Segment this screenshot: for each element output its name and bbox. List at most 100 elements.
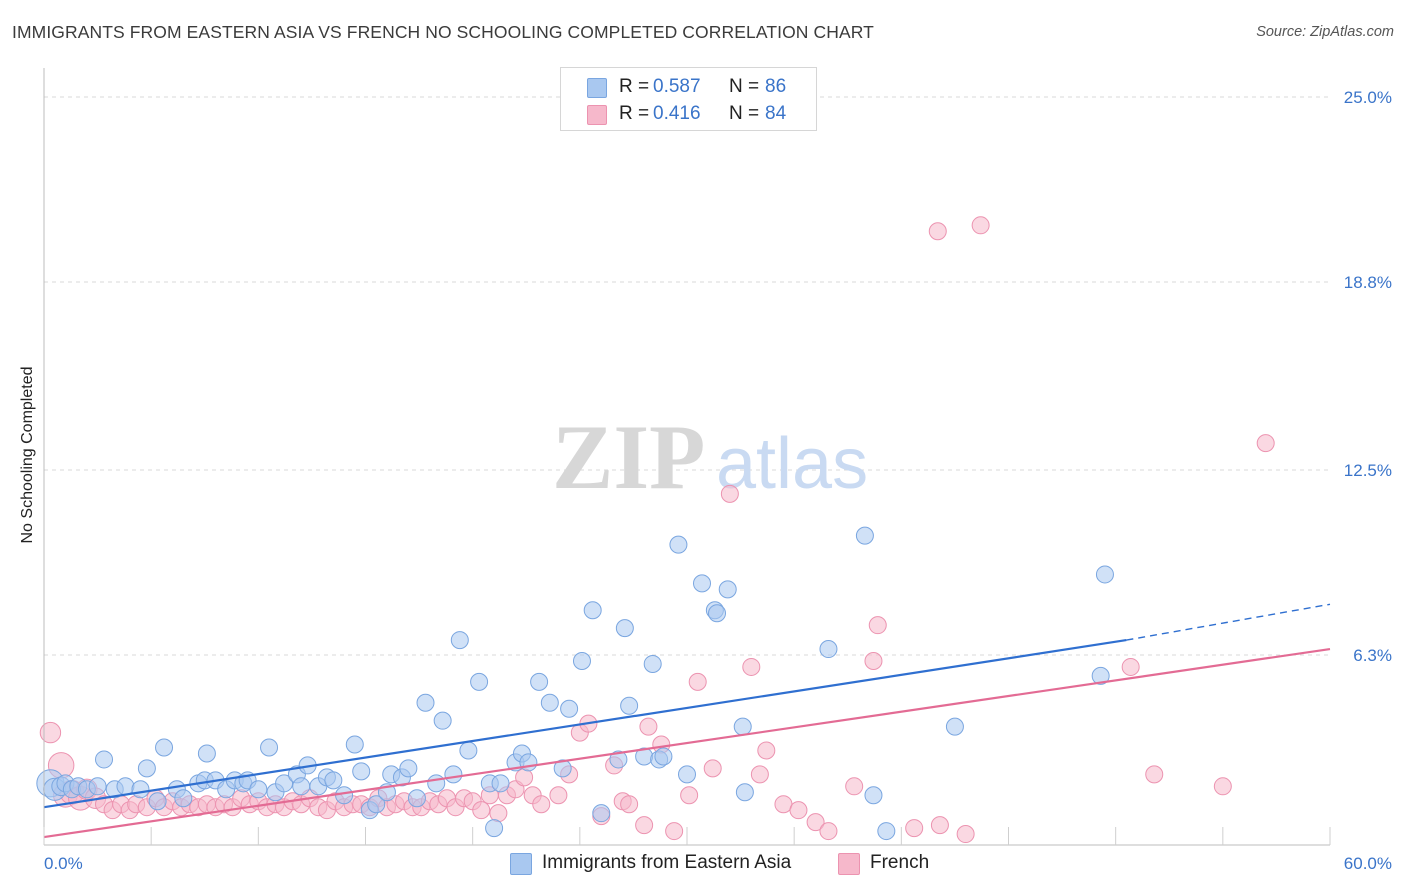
eastern-asia-point: [572, 651, 591, 670]
eastern-asia-point: [654, 747, 673, 766]
eastern-asia-point: [718, 580, 737, 599]
french-point: [515, 768, 534, 787]
eastern-asia-point: [174, 789, 193, 808]
legend-n-label: N =: [729, 76, 760, 97]
eastern-asia-point: [735, 783, 754, 802]
bottom-legend-label: French: [870, 852, 930, 873]
x-tick-label: 0.0%: [44, 854, 83, 873]
french-point: [1256, 434, 1275, 453]
eastern-asia-trend-extension: [1126, 603, 1331, 641]
watermark: ZIP atlas: [552, 406, 868, 508]
french-point: [635, 816, 654, 835]
eastern-asia-point: [335, 786, 354, 805]
french-point: [845, 777, 864, 796]
eastern-asia-point: [592, 804, 611, 823]
eastern-asia-point: [669, 535, 688, 554]
french-point: [703, 759, 722, 778]
eastern-asia-point: [444, 765, 463, 784]
eastern-asia-point: [708, 604, 727, 623]
legend-r-value: 0.587: [653, 76, 701, 97]
legend-r-value: 0.416: [653, 103, 701, 124]
eastern-asia-point: [137, 759, 156, 778]
eastern-asia-point: [416, 693, 435, 712]
eastern-asia-point: [519, 753, 538, 772]
bottom-legend-swatch-blue: [510, 853, 532, 875]
eastern-asia-point: [367, 795, 386, 814]
watermark-zip: ZIP: [552, 406, 705, 508]
french-point: [774, 795, 793, 814]
eastern-asia-point: [275, 774, 294, 793]
eastern-asia-point: [530, 672, 549, 691]
eastern-asia-point: [485, 819, 504, 838]
eastern-asia-point: [583, 601, 602, 620]
eastern-asia-point: [540, 693, 559, 712]
french-point: [1145, 765, 1164, 784]
french-point: [930, 816, 949, 835]
french-point: [1121, 657, 1140, 676]
trend-lines: [43, 603, 1331, 839]
bottom-legend-swatch-pink: [838, 853, 860, 875]
legend-swatch-pink: [587, 105, 607, 125]
eastern-asia-trend-line: [43, 639, 1127, 809]
french-point: [742, 657, 761, 676]
french-point: [905, 819, 924, 838]
french-point: [1213, 777, 1232, 796]
eastern-asia-point: [560, 699, 579, 718]
eastern-asia-point: [95, 750, 114, 769]
french-point: [639, 717, 658, 736]
french-point: [532, 795, 551, 814]
eastern-asia-point: [260, 738, 279, 757]
source-credit: Source: ZipAtlas.com: [1256, 24, 1394, 40]
french-trend-line: [43, 647, 1331, 839]
legend-n-value: 86: [765, 76, 787, 97]
eastern-asia-point: [819, 640, 838, 659]
french-point: [750, 765, 769, 784]
eastern-asia-point: [1095, 565, 1114, 584]
eastern-asia-point: [88, 777, 107, 796]
french-point: [971, 216, 990, 235]
french-point: [549, 786, 568, 805]
legend-swatch-blue: [587, 78, 607, 98]
eastern-asia-point: [615, 619, 634, 638]
eastern-asia-point: [678, 765, 696, 784]
eastern-asia-point: [131, 780, 150, 799]
y-tick-label: 25.0%: [1344, 88, 1392, 107]
eastern-asia-point: [877, 822, 896, 841]
french-point: [665, 822, 684, 841]
eastern-asia-point: [345, 735, 364, 754]
watermark-atlas: atlas: [716, 424, 868, 504]
french-point: [680, 786, 699, 805]
eastern-asia-point: [427, 774, 446, 793]
eastern-asia-point: [491, 774, 510, 793]
eastern-asia-point: [116, 777, 135, 796]
legend-n-label: N =: [729, 103, 760, 124]
eastern-asia-point: [399, 759, 418, 778]
french-point: [864, 651, 883, 670]
french-point: [928, 222, 947, 241]
eastern-asia-point: [407, 789, 426, 808]
eastern-asia-point: [450, 631, 469, 650]
eastern-asia-point: [855, 526, 874, 545]
french-point: [789, 801, 808, 820]
eastern-asia-point: [470, 672, 489, 691]
eastern-asia-point: [620, 696, 639, 715]
french-point: [819, 822, 838, 841]
french-point: [39, 721, 62, 744]
french-point: [720, 484, 739, 503]
eastern-asia-point: [433, 711, 452, 730]
eastern-asia-point: [292, 777, 311, 796]
eastern-asia-point: [197, 744, 216, 763]
legend-r-label: R =: [619, 76, 650, 97]
legend-r-label: R =: [619, 103, 650, 124]
eastern-asia-point: [945, 717, 964, 736]
french-point: [757, 741, 776, 760]
french-point: [489, 804, 508, 823]
chart-title: IMMIGRANTS FROM EASTERN ASIA VS FRENCH N…: [12, 22, 874, 42]
eastern-asia-point: [733, 717, 752, 736]
french-point: [620, 795, 639, 814]
french-point: [868, 616, 887, 635]
eastern-asia-point: [324, 771, 343, 790]
bottom-legend-label: Immigrants from Eastern Asia: [542, 852, 792, 873]
eastern-asia-point: [1091, 666, 1110, 685]
